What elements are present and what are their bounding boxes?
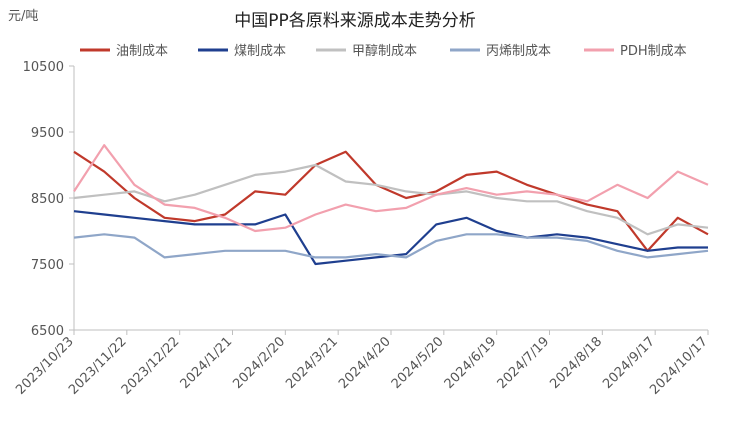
x-axis: 2023/10/232023/11/222023/12/222024/1/212… [13,329,711,398]
legend-label: 甲醇制成本 [352,43,417,59]
x-tick-label: 2024/2/20 [230,334,288,392]
x-tick-label: 2024/8/18 [547,334,605,392]
y-tick-label: 6500 [31,324,64,339]
legend: 油制成本 煤制成本 甲醇制成本 丙烯制成本 PDH制成本 [80,43,687,59]
x-tick-label: 2024/6/19 [442,334,500,392]
x-tick-label: 2024/5/20 [389,334,447,392]
legend-label: 油制成本 [116,44,168,59]
series-line-0 [73,150,709,252]
y-axis: 6500 7500 8500 9500 10500 [23,60,75,339]
y-axis-unit: 元/吨 [8,9,38,24]
series-line-3 [73,233,709,259]
x-tick-label: 2024/1/21 [178,334,236,392]
legend-label: PDH制成本 [620,44,687,59]
y-tick-label: 8500 [31,192,64,207]
x-tick-label: 2024/4/20 [336,334,394,392]
y-tick-label: 9500 [31,126,64,141]
x-tick-label: 2024/7/19 [495,334,553,392]
series-line-4 [73,144,709,233]
series-lines [73,144,709,266]
legend-label: 丙烯制成本 [486,44,551,59]
legend-label: 煤制成本 [234,44,286,59]
chart-title: 中国PP各原料来源成本走势分析 [234,11,476,31]
y-tick-label: 10500 [23,60,64,75]
y-tick-label: 7500 [31,258,64,273]
series-line-2 [73,163,709,236]
x-tick-label: 2024/3/21 [283,334,341,392]
x-tick-label: 2024/9/17 [600,334,658,392]
